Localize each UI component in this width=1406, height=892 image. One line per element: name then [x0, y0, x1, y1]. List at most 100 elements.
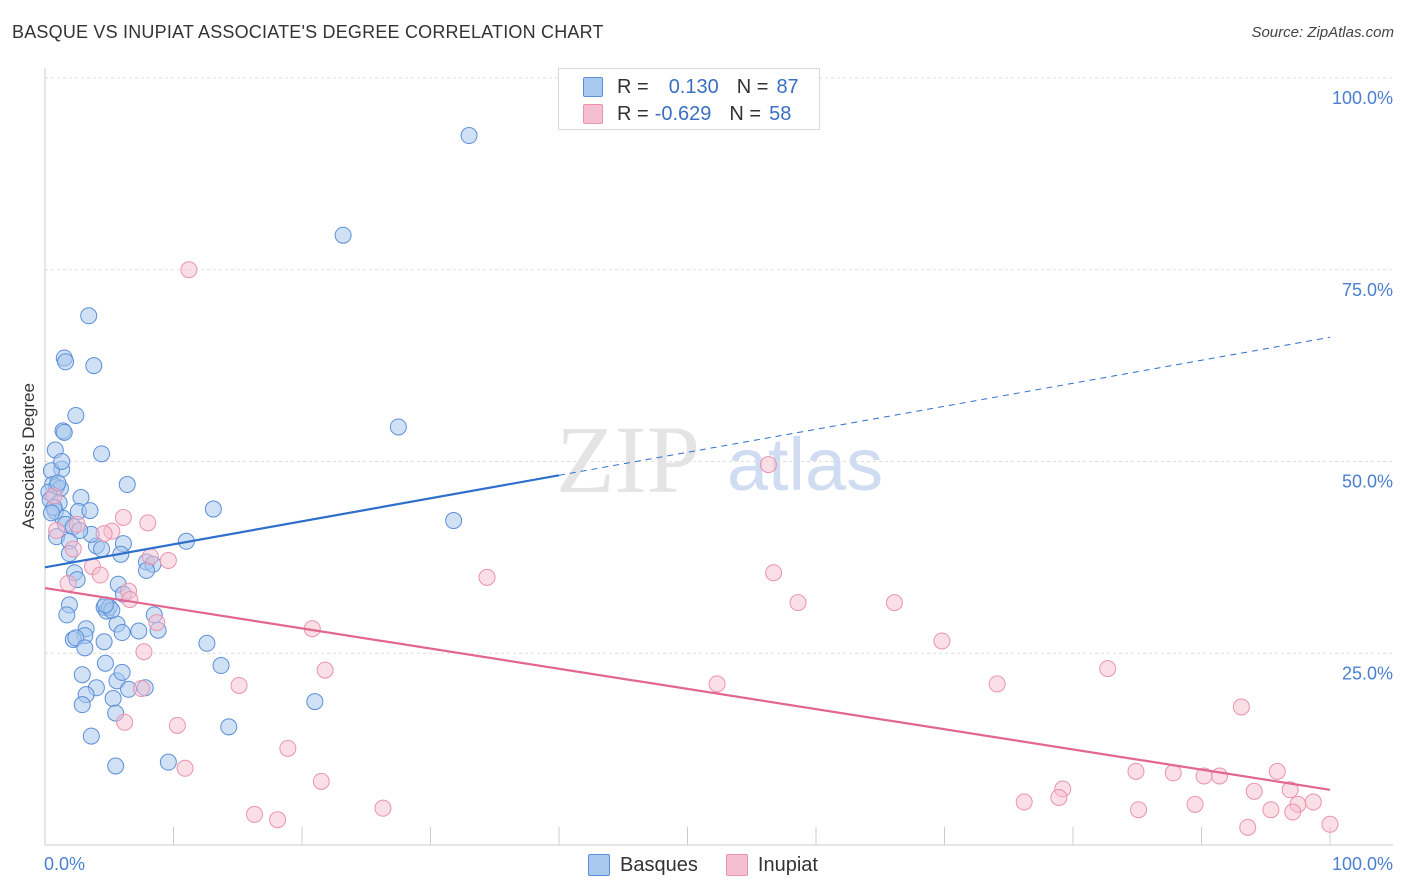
axes — [44, 68, 1393, 846]
inupiat-point — [159, 551, 177, 569]
basques-legend-label: Basques — [620, 853, 698, 876]
inupiat-point — [59, 574, 77, 592]
basques-point — [76, 639, 94, 657]
basques-trend-extension — [558, 336, 1331, 476]
basques-point — [107, 757, 125, 775]
watermark: ZIP atlas — [556, 406, 883, 513]
inupiat-point — [180, 261, 198, 279]
inupiat-point — [316, 661, 334, 679]
inupiat-legend-swatch — [725, 854, 748, 876]
basques-point — [73, 696, 91, 714]
basques-point — [53, 453, 71, 470]
inupiat-point — [1127, 762, 1145, 780]
inupiat-point — [1130, 801, 1148, 819]
basques-point — [95, 633, 113, 651]
inupiat-point — [1015, 793, 1033, 811]
inupiat-point — [148, 614, 166, 632]
inupiat-point — [1281, 781, 1299, 799]
inupiat-point — [68, 515, 86, 533]
y-tick-label: 25.0% — [1342, 663, 1393, 683]
basques-point — [58, 606, 76, 624]
inupiat-point — [933, 632, 951, 650]
watermark-zip: ZIP — [556, 406, 700, 513]
basques-point — [159, 753, 177, 771]
basques-point — [389, 418, 407, 436]
inupiat-point — [1210, 767, 1228, 785]
basques-point — [93, 445, 111, 463]
basques-trend-line — [44, 474, 560, 569]
legend-item-basques[interactable]: Basques — [588, 854, 698, 877]
legend-r-label: R = — [617, 102, 649, 125]
legend-row-basques: R = 0.130 N = 87 — [583, 74, 799, 100]
basques-point — [198, 634, 216, 652]
inupiat-point — [789, 594, 807, 612]
inupiat-point — [48, 522, 66, 540]
legend-n-label: N = — [729, 102, 762, 125]
legend-item-inupiat[interactable]: Inupiat — [725, 853, 818, 877]
inupiat-point — [114, 508, 132, 526]
inupiat-point — [1245, 782, 1263, 800]
y-tick-label: 50.0% — [1342, 472, 1393, 492]
basques-point — [57, 353, 75, 371]
basques-swatch — [583, 77, 603, 97]
inupiat-point — [885, 594, 903, 612]
basques-point — [220, 718, 238, 736]
basques-point — [118, 476, 136, 494]
basques-point — [82, 727, 100, 745]
legend-r-value: -0.629 — [654, 102, 712, 125]
inupiat-point — [1268, 762, 1286, 780]
inupiat-point — [245, 805, 263, 823]
legend-r-label: R = — [617, 75, 649, 98]
x-tick-label: 100.0% — [1332, 854, 1393, 874]
basques-point — [80, 307, 98, 325]
basques-point — [81, 502, 99, 520]
legend-n-value: 58 — [769, 102, 792, 125]
inupiat-point — [1232, 698, 1250, 716]
inupiat-point — [1321, 815, 1339, 833]
inupiat-point — [135, 643, 153, 661]
y-tick-label: 75.0% — [1342, 280, 1393, 300]
basques-point — [460, 127, 478, 145]
legend-r-value: 0.130 — [668, 75, 719, 98]
inupiat-point — [988, 675, 1006, 693]
inupiat-point — [116, 713, 134, 731]
basques-point — [67, 406, 85, 424]
inupiat-point — [1164, 764, 1182, 782]
legend-row-inupiat: R = -0.629 N = 58 — [583, 101, 791, 127]
inupiat-point — [91, 566, 109, 584]
inupiat-point — [1239, 818, 1257, 836]
inupiat-point — [64, 540, 82, 558]
basques-point — [42, 504, 60, 522]
series-legend: Basques Inupiat — [0, 852, 1406, 878]
inupiat-point — [1186, 795, 1204, 813]
inupiat-point — [1304, 793, 1322, 811]
inupiat-point — [1262, 801, 1280, 819]
basques-point — [96, 654, 114, 672]
watermark-atlas: atlas — [727, 423, 883, 506]
inupiat-point — [765, 564, 783, 582]
inupiat-point — [139, 514, 157, 532]
trend-lines — [44, 336, 1331, 791]
inupiat-point — [132, 680, 150, 698]
inupiat-trend-line — [44, 586, 1331, 791]
inupiat-point — [1050, 788, 1068, 806]
basques-point — [104, 690, 122, 708]
basques-point — [73, 666, 91, 684]
basques-point — [212, 657, 230, 675]
y-tick-label: 100.0% — [1332, 88, 1393, 108]
x-tick-label: 0.0% — [44, 854, 85, 874]
basques-point — [306, 693, 324, 711]
inupiat-point — [478, 568, 496, 586]
inupiat-point — [708, 675, 726, 693]
basques-point — [334, 226, 352, 244]
basques-point — [445, 512, 463, 530]
basques-legend-swatch — [588, 854, 611, 876]
inupiat-swatch — [583, 104, 603, 124]
basques-point — [93, 540, 111, 558]
inupiat-point — [279, 739, 297, 757]
inupiat-point — [95, 525, 113, 543]
inupiat-legend-label: Inupiat — [757, 853, 818, 876]
inupiat-point — [141, 548, 159, 566]
basques-point — [113, 624, 131, 642]
